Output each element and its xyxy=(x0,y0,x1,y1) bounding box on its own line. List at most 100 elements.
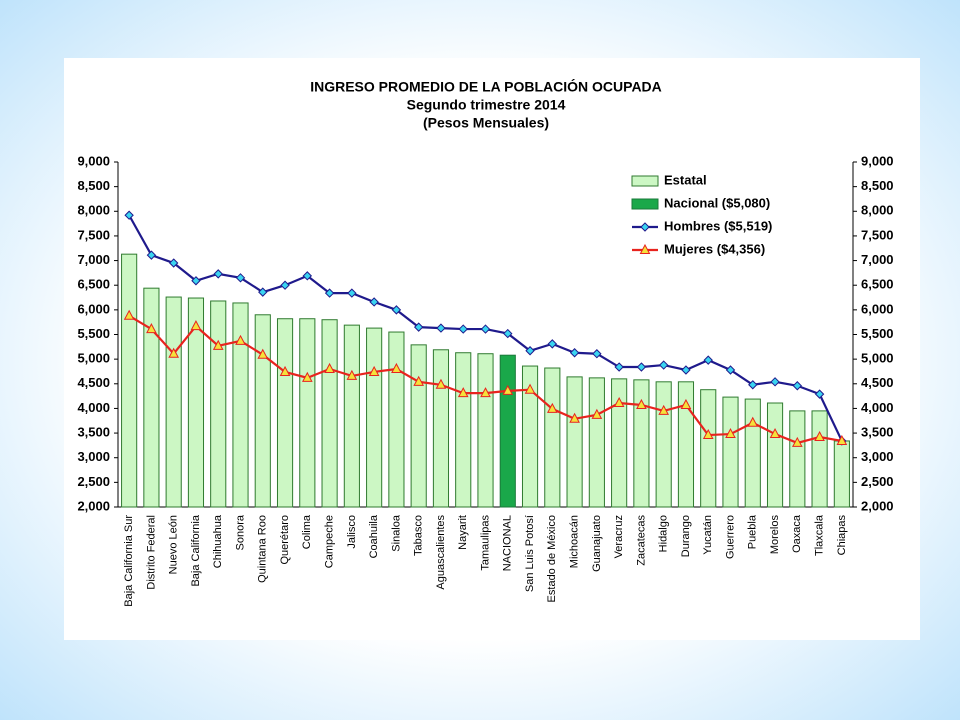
marker xyxy=(791,436,803,447)
marker xyxy=(146,323,157,334)
bar xyxy=(410,344,427,508)
bar xyxy=(655,381,672,508)
bar xyxy=(766,402,784,508)
legend-swatch xyxy=(631,198,659,210)
x-tick-label: Campeche xyxy=(323,515,335,568)
bar xyxy=(633,379,650,508)
marker xyxy=(213,269,223,279)
marker xyxy=(480,324,491,334)
bar xyxy=(588,377,605,508)
y2-tick-label: 8,000 xyxy=(861,203,894,218)
bar xyxy=(388,331,405,508)
bar xyxy=(789,410,806,508)
bar xyxy=(321,319,338,508)
marker xyxy=(413,322,424,332)
marker xyxy=(123,309,135,320)
marker xyxy=(725,365,736,375)
marker xyxy=(814,389,825,399)
y2-tick-label: 5,000 xyxy=(861,351,894,366)
bar xyxy=(210,300,227,508)
x-tick-label: Oaxaca xyxy=(791,514,803,553)
x-tick-label: Baja California xyxy=(190,514,202,586)
x-tick-label: Hidalgo xyxy=(658,515,670,552)
marker xyxy=(458,324,468,334)
y-tick-label: 7,000 xyxy=(77,252,110,267)
marker xyxy=(168,347,180,358)
marker xyxy=(591,408,603,419)
marker xyxy=(436,323,446,333)
bar xyxy=(700,389,717,508)
y2-tick-label: 3,500 xyxy=(861,425,894,440)
x-tick-label: Guanajuato xyxy=(591,515,603,572)
marker xyxy=(547,339,558,349)
marker xyxy=(502,384,514,395)
marker xyxy=(235,334,246,345)
y2-tick-label: 7,000 xyxy=(861,252,894,267)
marker xyxy=(770,377,780,387)
x-tick-label: Puebla xyxy=(747,514,759,549)
x-tick-label: Distrito Federal xyxy=(145,515,157,590)
marker xyxy=(235,273,246,283)
marker xyxy=(702,428,714,440)
bar xyxy=(232,302,249,508)
marker xyxy=(640,222,650,232)
bar xyxy=(143,287,160,508)
bar xyxy=(611,378,628,508)
marker xyxy=(546,402,558,413)
bar xyxy=(722,396,739,508)
y-tick-label: 6,500 xyxy=(77,277,110,292)
x-tick-label: Sinaloa xyxy=(390,514,402,552)
marker xyxy=(769,427,781,439)
y2-tick-label: 2,500 xyxy=(861,474,894,489)
marker xyxy=(613,396,625,408)
marker xyxy=(346,369,358,380)
bar xyxy=(366,327,383,508)
y2-tick-label: 5,500 xyxy=(861,326,894,341)
marker xyxy=(258,287,268,297)
bar xyxy=(432,349,450,508)
y-tick-label: 5,500 xyxy=(77,326,110,341)
y2-tick-label: 4,000 xyxy=(861,400,894,415)
marker xyxy=(324,362,335,373)
marker xyxy=(680,398,692,409)
bar xyxy=(187,297,205,508)
x-tick-label: Coahuila xyxy=(368,514,380,558)
marker xyxy=(703,355,713,365)
y2-tick-label: 6,000 xyxy=(861,301,894,316)
marker xyxy=(368,365,380,376)
y-tick-label: 7,500 xyxy=(77,227,110,242)
y-tick-label: 3,000 xyxy=(77,449,110,464)
x-tick-label: Nuevo León xyxy=(168,515,180,574)
chart-title: INGRESO PROMEDIO DE LA POBLACIÓN OCUPADA xyxy=(310,78,662,95)
marker xyxy=(435,378,447,389)
marker xyxy=(681,365,691,375)
marker xyxy=(124,210,134,220)
bar xyxy=(499,354,516,508)
panel xyxy=(64,58,920,640)
x-tick-label: Aguascalientes xyxy=(435,515,447,590)
marker xyxy=(614,362,624,372)
marker xyxy=(301,371,313,382)
marker xyxy=(279,365,291,376)
y2-tick-label: 9,000 xyxy=(861,153,894,168)
x-tick-label: Durango xyxy=(680,515,692,557)
marker xyxy=(636,362,647,372)
bar xyxy=(121,253,138,508)
chart-subtitle: Segundo trimestre 2014 xyxy=(407,97,566,113)
legend-label: Mujeres ($4,356) xyxy=(664,241,765,256)
x-tick-label: Veracruz xyxy=(613,515,625,558)
y2-tick-label: 2,000 xyxy=(861,498,894,513)
marker xyxy=(639,243,651,254)
x-tick-label: Sonora xyxy=(234,514,246,550)
marker xyxy=(748,380,758,390)
bar xyxy=(276,318,294,508)
marker xyxy=(592,349,602,359)
marker xyxy=(569,412,580,423)
x-tick-label: Colima xyxy=(301,514,313,549)
chart-subtitle: (Pesos Mensuales) xyxy=(423,115,549,131)
marker xyxy=(257,348,269,359)
x-tick-label: Tabasco xyxy=(413,515,425,556)
marker xyxy=(369,297,379,307)
marker xyxy=(836,434,848,445)
x-tick-label: Zacatecas xyxy=(635,515,647,566)
